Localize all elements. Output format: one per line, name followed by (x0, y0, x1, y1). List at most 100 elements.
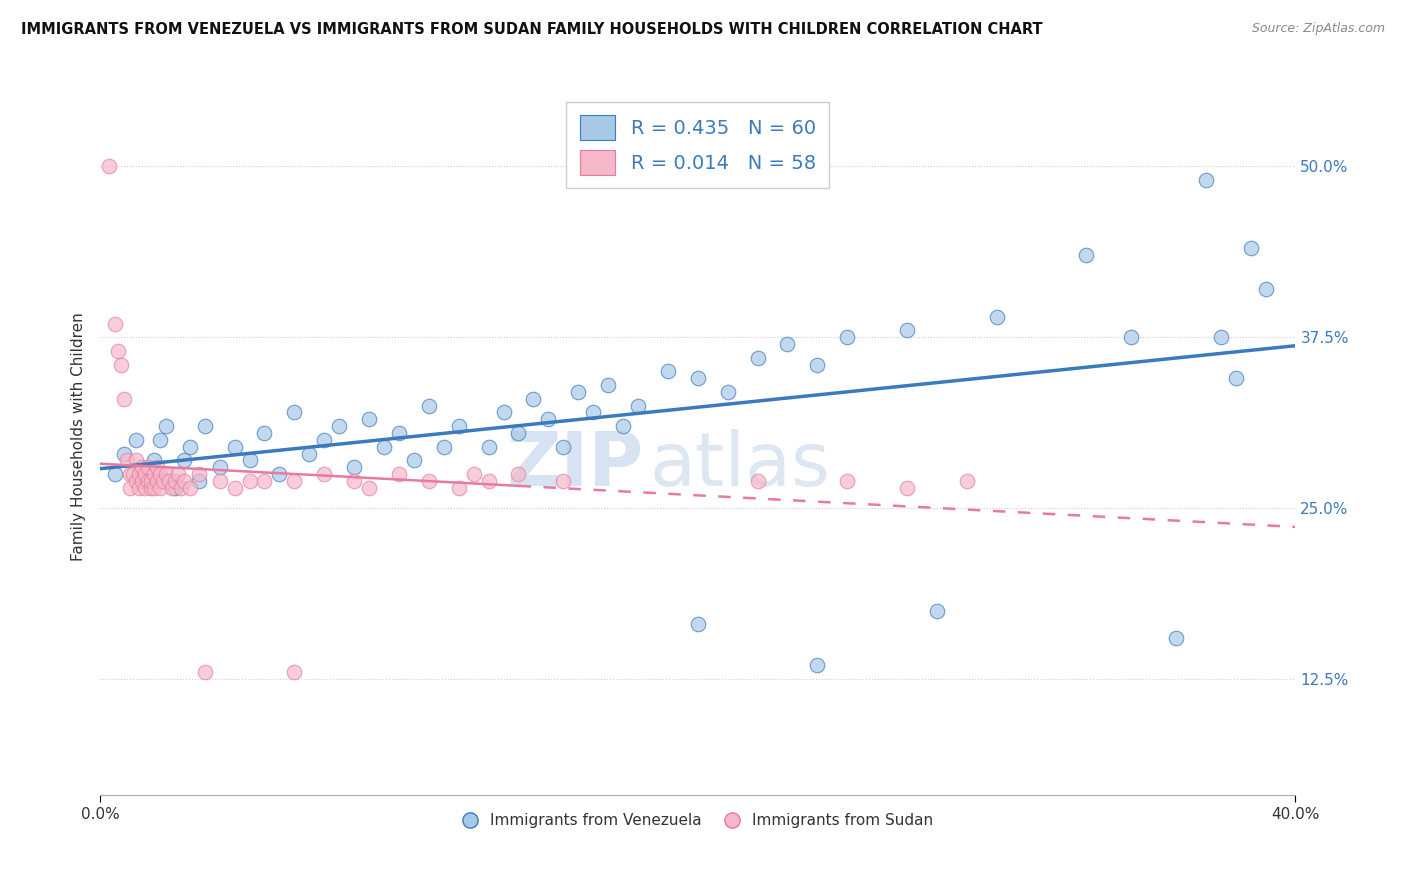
Point (118, 481, 141, 495)
Point (163, 481, 186, 495)
Point (553, 474, 575, 488)
Point (986, 310, 1008, 324)
Point (328, 419, 350, 434)
Point (806, 358, 828, 372)
Point (1254, 282, 1277, 296)
Point (537, 412, 560, 426)
Point (418, 399, 440, 413)
Point (187, 467, 209, 481)
Point (112, 392, 135, 406)
Point (896, 323, 918, 337)
Point (612, 419, 634, 434)
Legend: Immigrants from Venezuela, Immigrants from Sudan: Immigrants from Venezuela, Immigrants fr… (457, 807, 939, 834)
Point (747, 474, 769, 488)
Point (956, 474, 979, 488)
Point (139, 474, 162, 488)
Point (149, 467, 172, 481)
Point (283, 665, 305, 680)
Point (134, 481, 156, 495)
Point (925, 604, 948, 618)
Point (173, 474, 195, 488)
Point (508, 467, 530, 481)
Point (418, 474, 440, 488)
Point (160, 481, 183, 495)
Point (433, 440, 456, 454)
Point (179, 481, 201, 495)
Point (463, 467, 485, 481)
Point (359, 412, 381, 426)
Point (598, 378, 620, 392)
Text: Source: ZipAtlas.com: Source: ZipAtlas.com (1251, 22, 1385, 36)
Point (686, 371, 709, 385)
Point (118, 467, 141, 481)
Point (776, 337, 799, 351)
Point (125, 453, 148, 467)
Point (1225, 371, 1247, 385)
Point (224, 481, 246, 495)
Point (314, 467, 336, 481)
Point (269, 467, 291, 481)
Point (152, 474, 174, 488)
Point (806, 658, 828, 673)
Point (373, 440, 395, 454)
Point (125, 474, 148, 488)
Point (253, 474, 276, 488)
Point (146, 474, 169, 488)
Point (166, 467, 188, 481)
Point (717, 384, 740, 399)
Text: ZIP: ZIP (506, 429, 644, 501)
Point (131, 474, 153, 488)
Point (146, 460, 169, 475)
Point (194, 665, 217, 680)
Point (208, 460, 231, 475)
Point (1195, 173, 1218, 187)
Point (1164, 631, 1187, 645)
Point (314, 433, 336, 447)
Point (107, 343, 129, 358)
Point (142, 467, 165, 481)
Point (98, 159, 121, 173)
Point (837, 330, 859, 344)
Point (283, 405, 305, 419)
Point (170, 481, 193, 495)
Point (125, 433, 148, 447)
Point (553, 440, 575, 454)
Point (163, 474, 186, 488)
Point (402, 453, 425, 467)
Point (115, 453, 138, 467)
Point (149, 481, 172, 495)
Point (298, 446, 321, 460)
Point (128, 481, 150, 495)
Point (478, 440, 501, 454)
Point (104, 467, 127, 481)
Point (187, 474, 209, 488)
Point (896, 481, 918, 495)
Point (447, 419, 470, 434)
Point (582, 405, 605, 419)
Point (657, 364, 679, 378)
Point (157, 474, 180, 488)
Point (1239, 241, 1261, 255)
Y-axis label: Family Households with Children: Family Households with Children (72, 312, 86, 561)
Point (343, 474, 366, 488)
Point (122, 467, 145, 481)
Point (1119, 330, 1142, 344)
Text: IMMIGRANTS FROM VENEZUELA VS IMMIGRANTS FROM SUDAN FAMILY HOUSEHOLDS WITH CHILDR: IMMIGRANTS FROM VENEZUELA VS IMMIGRANTS … (21, 22, 1043, 37)
Point (173, 453, 195, 467)
Point (567, 384, 589, 399)
Point (142, 453, 165, 467)
Point (283, 474, 305, 488)
Point (224, 440, 246, 454)
Point (1076, 248, 1098, 262)
Point (112, 446, 135, 460)
Point (522, 392, 544, 406)
Point (388, 467, 411, 481)
Point (747, 351, 769, 365)
Point (253, 425, 276, 440)
Point (1209, 330, 1232, 344)
Point (155, 467, 177, 481)
Point (136, 460, 159, 475)
Point (142, 481, 165, 495)
Point (110, 358, 132, 372)
Point (492, 405, 515, 419)
